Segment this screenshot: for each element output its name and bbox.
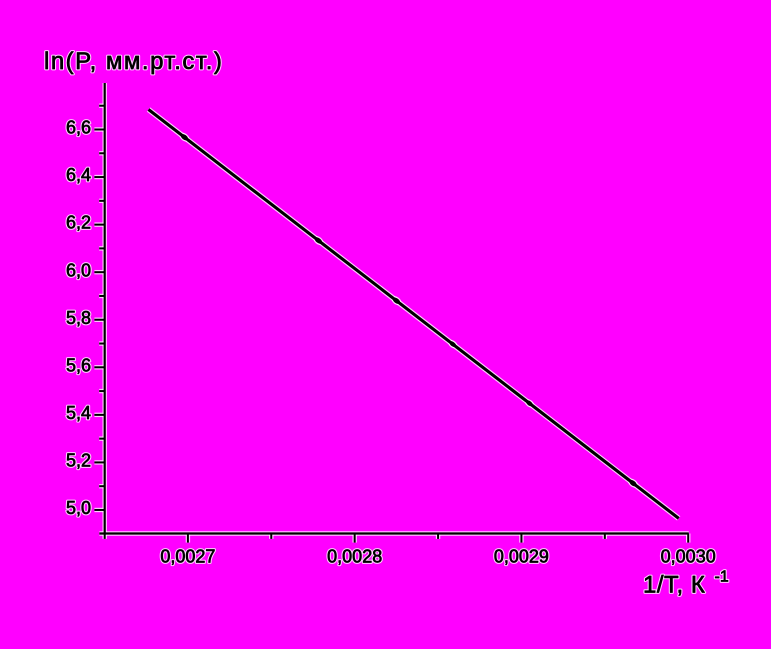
svg-text:6,0: 6,0 — [66, 260, 91, 280]
svg-text:5,4: 5,4 — [66, 403, 91, 423]
svg-text:6,6: 6,6 — [66, 118, 91, 138]
svg-text:-1: -1 — [715, 569, 729, 586]
svg-text:0,0027: 0,0027 — [160, 547, 215, 567]
svg-text:1/T, К: 1/T, К — [643, 571, 705, 598]
svg-text:0,0028: 0,0028 — [327, 547, 382, 567]
svg-text:0,0030: 0,0030 — [661, 547, 716, 567]
svg-text:5,2: 5,2 — [66, 451, 91, 471]
svg-text:5,6: 5,6 — [66, 355, 91, 375]
svg-text:5,8: 5,8 — [66, 308, 91, 328]
svg-text:ln(P, мм.рт.ст.): ln(P, мм.рт.ст.) — [44, 48, 223, 75]
svg-text:6,2: 6,2 — [66, 213, 91, 233]
svg-text:6,4: 6,4 — [66, 165, 91, 185]
svg-text:5,0: 5,0 — [66, 498, 91, 518]
svg-text:-1: -1 — [715, 569, 729, 586]
svg-text:5,2: 5,2 — [66, 451, 91, 471]
svg-text:0,0029: 0,0029 — [494, 547, 549, 567]
svg-text:6,4: 6,4 — [66, 165, 91, 185]
svg-text:0,0027: 0,0027 — [160, 547, 215, 567]
svg-text:6,6: 6,6 — [66, 118, 91, 138]
svg-text:0,0029: 0,0029 — [494, 547, 549, 567]
svg-text:5,8: 5,8 — [66, 308, 91, 328]
svg-text:ln(P, мм.рт.ст.): ln(P, мм.рт.ст.) — [44, 48, 223, 75]
svg-text:1/T, К: 1/T, К — [643, 571, 705, 598]
svg-text:6,2: 6,2 — [66, 213, 91, 233]
svg-text:5,4: 5,4 — [66, 403, 91, 423]
svg-text:6,0: 6,0 — [66, 260, 91, 280]
svg-text:5,0: 5,0 — [66, 498, 91, 518]
svg-text:5,6: 5,6 — [66, 355, 91, 375]
svg-text:0,0028: 0,0028 — [327, 547, 382, 567]
svg-text:0,0030: 0,0030 — [661, 547, 716, 567]
